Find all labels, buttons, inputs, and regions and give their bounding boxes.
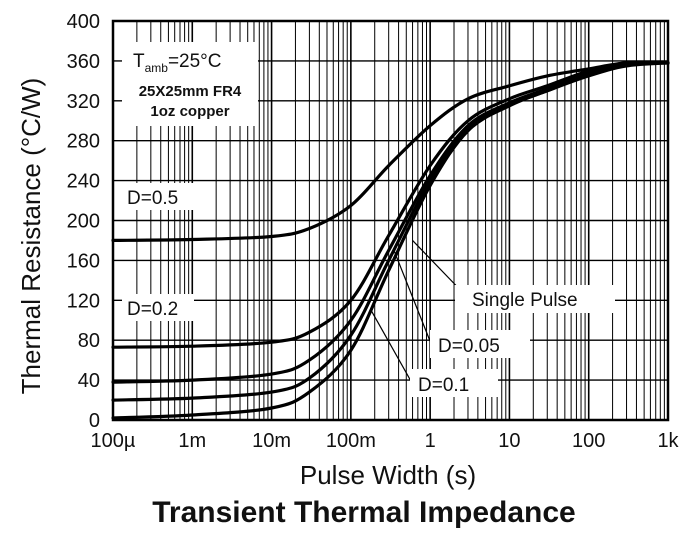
series-lines: [111, 60, 670, 420]
label-bg-d05: [122, 183, 194, 210]
y-tick-label: 0: [89, 410, 100, 432]
label-bg-d01: [410, 369, 498, 397]
y-tick-label: 160: [67, 250, 100, 272]
y-tick-label: 40: [78, 370, 100, 392]
x-tick-label: 1: [425, 430, 436, 452]
y-tick-label: 120: [67, 290, 100, 312]
chart-title: Transient Thermal Impedance: [152, 496, 575, 529]
label-d01: D=0.1: [418, 375, 469, 396]
x-tick-label: 10m: [252, 430, 291, 452]
y-tick-label: 80: [78, 330, 100, 352]
plot-frame: [111, 19, 670, 422]
tamb-subscript: amb: [145, 61, 169, 75]
y-tick-label: 200: [67, 211, 100, 233]
series-line-single-pulse: [111, 61, 670, 420]
y-axis-title: Thermal Resistance (°C/W): [16, 78, 46, 395]
x-tick-label: 10: [498, 430, 520, 452]
leader-line: [393, 250, 433, 347]
x-tick-labels: 100µ 1m 10m 100m 1 10 100 1k: [91, 430, 680, 452]
x-tick-label: 1m: [178, 430, 206, 452]
label-d05: D=0.5: [127, 188, 178, 209]
x-tick-label: 100m: [326, 430, 376, 452]
label-d005: D=0.05: [438, 336, 500, 357]
y-tick-label: 400: [67, 11, 100, 33]
y-tick-label: 360: [67, 51, 100, 73]
copper-label: 1oz copper: [150, 103, 229, 120]
conditions-box: [122, 42, 258, 126]
label-bg-single: [455, 285, 615, 313]
y-tick-label: 240: [67, 171, 100, 193]
series-line-d-0-1: [111, 61, 670, 384]
x-tick-label: 100: [572, 430, 605, 452]
series-line-d-0-5: [111, 60, 670, 242]
series-line-d-0-2: [111, 60, 670, 349]
label-bg-d005: [430, 330, 530, 358]
y-tick-label: 320: [67, 91, 100, 113]
leader-line: [370, 309, 413, 384]
label-single-pulse: Single Pulse: [472, 290, 578, 311]
x-tick-label: 100µ: [91, 430, 136, 452]
tamb-prefix: T: [133, 51, 145, 72]
x-tick-label: 1k: [657, 430, 679, 452]
tamb-value: =25°C: [168, 51, 222, 72]
tamb-label: Tamb=25°C: [133, 51, 222, 75]
x-axis-title: Pulse Width (s): [300, 460, 476, 490]
board-label: 25X25mm FR4: [139, 83, 242, 100]
label-bg-d02: [122, 294, 194, 321]
label-d02: D=0.2: [127, 299, 178, 320]
y-tick-labels: 0 40 80 120 160 200 240 280 320 360 400: [67, 11, 100, 432]
y-tick-label: 280: [67, 131, 100, 153]
